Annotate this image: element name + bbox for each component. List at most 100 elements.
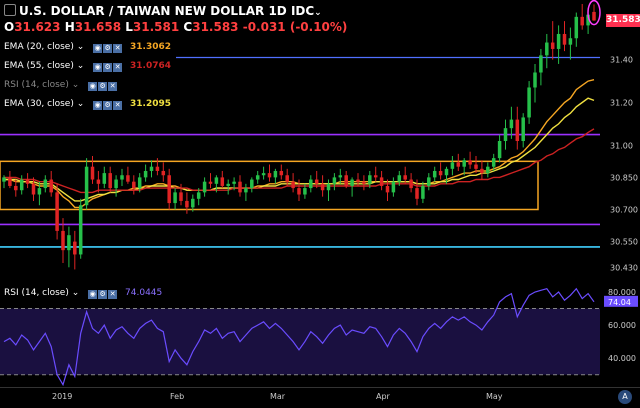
chart-source: IDC [290, 4, 315, 18]
eye-icon[interactable]: ◉ [93, 63, 103, 72]
candle-body [226, 183, 230, 186]
close-icon[interactable]: ✕ [113, 101, 123, 110]
candle-body [350, 179, 354, 186]
candle-body [338, 175, 343, 178]
eye-icon[interactable]: ◉ [88, 290, 98, 299]
candle-body [568, 38, 573, 45]
candle-body [43, 179, 48, 189]
candle-body [320, 183, 325, 191]
candle-body [191, 198, 195, 208]
chevron-down-icon[interactable]: ⌄ [71, 80, 80, 90]
chart-interval[interactable]: 1D [268, 4, 287, 18]
candle-body [102, 173, 107, 184]
candle-body [291, 181, 295, 189]
rsi-pane[interactable]: 80.000 60.000 40.000 74.04 RSI (14, close) … [0, 283, 640, 386]
indicator-value: 31.3062 [130, 42, 172, 52]
rsi-chart[interactable]: 80.000 60.000 40.000 74.04 [0, 283, 640, 386]
candle-body [167, 175, 171, 204]
candle-body [196, 192, 201, 199]
candle-body [67, 235, 71, 251]
indicator-value: 31.2095 [130, 99, 172, 109]
candle-body [126, 175, 130, 182]
indicator-label: EMA (20, close) [4, 42, 74, 52]
candle-body [61, 230, 65, 251]
gear-icon[interactable]: ⚙ [98, 290, 108, 299]
candle-body [250, 179, 254, 189]
chevron-down-icon[interactable]: ⌄ [314, 8, 322, 18]
chevron-down-icon[interactable]: ⌄ [76, 61, 85, 71]
candle-body [456, 162, 461, 167]
candle-body [432, 170, 437, 178]
symbol-icon[interactable] [4, 4, 16, 16]
rsi-tick-label: 80.000 [608, 288, 636, 297]
close-icon[interactable]: ✕ [108, 82, 118, 91]
candle-body [539, 55, 543, 73]
price-tick-label: 31.20 [610, 98, 633, 107]
gear-icon[interactable]: ⚙ [103, 101, 113, 110]
candle-body [444, 168, 449, 176]
chevron-down-icon[interactable]: ⌄ [71, 288, 80, 298]
chart-header: U.S. DOLLAR / TAIWAN NEW DOLLAR 1D IDC⌄ [4, 4, 322, 18]
candle-body [503, 128, 508, 141]
last-price-tag: 31.583 [606, 14, 640, 28]
eye-icon[interactable]: ◉ [93, 101, 103, 110]
candle-body [244, 188, 248, 193]
close-icon[interactable]: ✕ [113, 44, 123, 53]
candle-body [96, 179, 101, 184]
candle-body [25, 179, 30, 184]
close-icon[interactable]: ✕ [108, 290, 118, 299]
chevron-down-icon[interactable]: ⌄ [76, 42, 85, 52]
low-value: 31.581 [132, 20, 180, 34]
candle-body [84, 166, 89, 206]
candle-body [55, 192, 59, 231]
candle-body [592, 11, 596, 21]
rsi-line [3, 287, 595, 386]
candle-body [255, 175, 260, 180]
candle-body [120, 175, 124, 180]
price-tick-label: 30.700 [610, 206, 638, 215]
time-label: May [486, 392, 503, 401]
candle-body [468, 160, 472, 165]
candle-body [497, 141, 502, 159]
candle-body [397, 175, 402, 182]
rsi-tick-label: 60.000 [608, 321, 636, 330]
candle-body [438, 170, 443, 176]
indicator-row-ema20[interactable]: EMA (20, close) ⌄ ◉ ⚙ ✕ 31.3062 [4, 42, 171, 53]
chevron-down-icon[interactable]: ⌄ [76, 99, 85, 109]
candle-body [114, 179, 118, 189]
gear-icon[interactable]: ⚙ [98, 82, 108, 91]
chart-title: U.S. DOLLAR / TAIWAN NEW DOLLAR [19, 4, 265, 18]
candle-body [427, 177, 431, 186]
change-value: -0.031 (-0.10%) [242, 20, 348, 34]
candle-body [19, 179, 24, 191]
gear-icon[interactable]: ⚙ [103, 63, 113, 72]
candle-body [362, 181, 366, 184]
time-label: Apr [376, 392, 390, 401]
candle-body [344, 175, 348, 186]
close-label: C [183, 20, 193, 34]
close-icon[interactable]: ✕ [113, 63, 123, 72]
eye-icon[interactable]: ◉ [88, 82, 98, 91]
price-pane[interactable]: 31.40 31.20 31.00 30.850 30.700 30.550 30.430 … [0, 0, 640, 282]
candle-body [332, 177, 337, 184]
gear-icon[interactable]: ⚙ [103, 44, 113, 53]
indicator-row-ema55[interactable]: EMA (55, close) ⌄ ◉ ⚙ ✕ 31.0764 [4, 61, 171, 72]
candle-body [527, 87, 531, 118]
candle-body [232, 181, 236, 184]
time-axis[interactable]: 2019 Feb Mar Apr May A [0, 387, 640, 408]
candle-body [78, 205, 83, 255]
price-chart[interactable]: 31.40 31.20 31.00 30.850 30.700 30.550 30.430 [0, 0, 640, 282]
candle-body [297, 188, 301, 195]
candle-body [368, 175, 372, 184]
candle-body [474, 164, 478, 169]
rsi-header[interactable]: RSI (14, close) ⌄ ◉ ⚙ ✕ 74.0445 [4, 288, 162, 299]
candle-body [450, 162, 455, 169]
indicator-row-rsi[interactable]: RSI (14, close) ⌄ ◉ ⚙ ✕ [4, 80, 118, 91]
candle-body [108, 173, 112, 189]
indicator-row-ema30[interactable]: EMA (30, close) ⌄ ◉ ⚙ ✕ 31.2095 [4, 99, 171, 110]
eye-icon[interactable]: ◉ [93, 44, 103, 53]
candle-body [462, 160, 466, 167]
ohlc-readout: O31.623 H31.658 L31.581 C31.583 -0.031 (… [4, 20, 347, 34]
highlight-ellipse [587, 0, 601, 26]
auto-scale-button[interactable]: A [618, 390, 632, 404]
